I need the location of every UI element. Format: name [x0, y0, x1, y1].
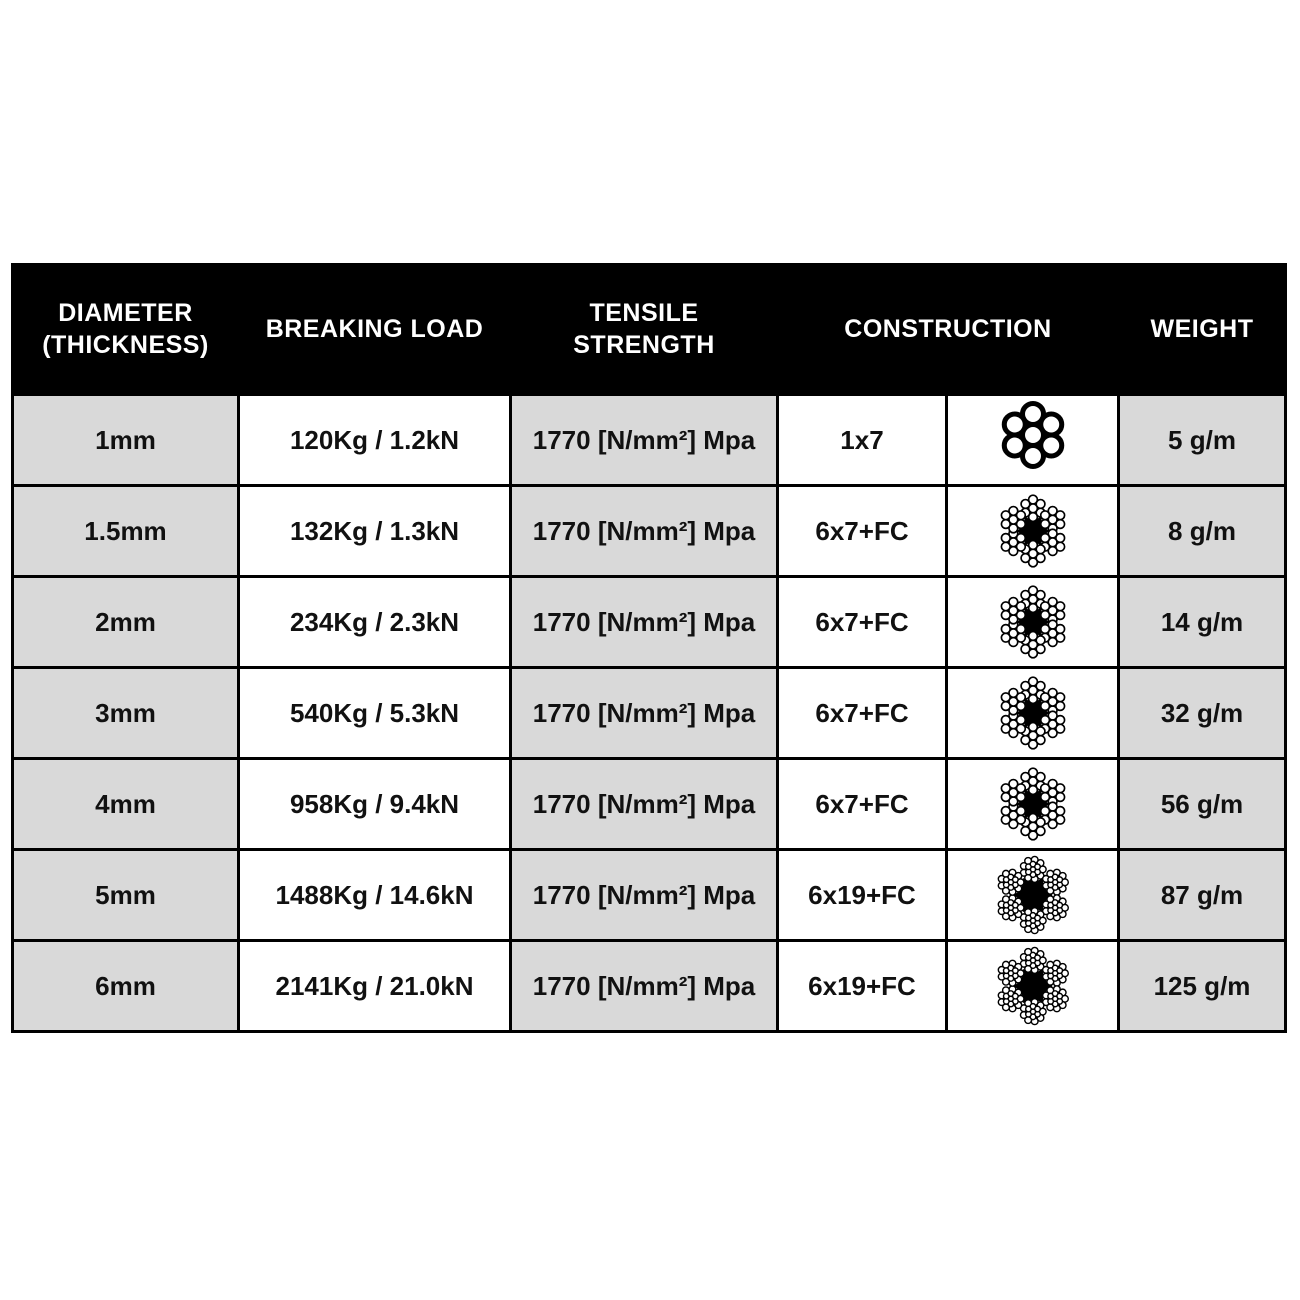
diameter-cell: 6mm — [14, 942, 237, 1030]
wire-rope-cross-section-icon — [991, 398, 1075, 482]
tensile-strength-cell: 1770 [N/mm²] Mpa — [512, 942, 776, 1030]
construction-cell: 6x7+FC — [779, 760, 945, 848]
wire-rope-cross-section-icon — [991, 580, 1075, 664]
construction-icon-cell — [948, 942, 1117, 1030]
breaking-load-cell: 234Kg / 2.3kN — [240, 578, 509, 666]
construction-icon-cell — [948, 487, 1117, 575]
weight-cell: 125 g/m — [1120, 942, 1284, 1030]
construction-icon-cell — [948, 760, 1117, 848]
header-tensile-strength: TENSILE STRENGTH — [512, 266, 776, 393]
diameter-cell: 2mm — [14, 578, 237, 666]
breaking-load-cell: 540Kg / 5.3kN — [240, 669, 509, 757]
construction-cell: 1x7 — [779, 396, 945, 484]
weight-cell: 8 g/m — [1120, 487, 1284, 575]
header-breaking-load: BREAKING LOAD — [240, 266, 509, 393]
header-diameter: DIAMETER (THICKNESS) — [14, 266, 237, 393]
construction-cell: 6x7+FC — [779, 578, 945, 666]
weight-cell: 56 g/m — [1120, 760, 1284, 848]
diameter-cell: 1mm — [14, 396, 237, 484]
tensile-strength-cell: 1770 [N/mm²] Mpa — [512, 578, 776, 666]
tensile-strength-cell: 1770 [N/mm²] Mpa — [512, 851, 776, 939]
construction-icon-cell — [948, 396, 1117, 484]
construction-cell: 6x7+FC — [779, 487, 945, 575]
wire-rope-specification-table: DIAMETER (THICKNESS) BREAKING LOAD TENSI… — [11, 263, 1287, 1033]
construction-cell: 6x19+FC — [779, 851, 945, 939]
header-construction: CONSTRUCTION — [779, 266, 1117, 393]
wire-rope-cross-section-icon — [991, 489, 1075, 573]
wire-rope-cross-section-icon — [991, 944, 1075, 1028]
breaking-load-cell: 958Kg / 9.4kN — [240, 760, 509, 848]
breaking-load-cell: 120Kg / 1.2kN — [240, 396, 509, 484]
wire-rope-cross-section-icon — [991, 853, 1075, 937]
tensile-strength-cell: 1770 [N/mm²] Mpa — [512, 396, 776, 484]
weight-cell: 87 g/m — [1120, 851, 1284, 939]
breaking-load-cell: 1488Kg / 14.6kN — [240, 851, 509, 939]
wire-rope-cross-section-icon — [991, 671, 1075, 755]
weight-cell: 14 g/m — [1120, 578, 1284, 666]
weight-cell: 5 g/m — [1120, 396, 1284, 484]
weight-cell: 32 g/m — [1120, 669, 1284, 757]
diameter-cell: 4mm — [14, 760, 237, 848]
header-weight: WEIGHT — [1120, 266, 1284, 393]
construction-cell: 6x7+FC — [779, 669, 945, 757]
wire-rope-cross-section-icon — [991, 762, 1075, 846]
diameter-cell: 1.5mm — [14, 487, 237, 575]
construction-cell: 6x19+FC — [779, 942, 945, 1030]
construction-icon-cell — [948, 851, 1117, 939]
construction-icon-cell — [948, 669, 1117, 757]
tensile-strength-cell: 1770 [N/mm²] Mpa — [512, 760, 776, 848]
tensile-strength-cell: 1770 [N/mm²] Mpa — [512, 487, 776, 575]
diameter-cell: 3mm — [14, 669, 237, 757]
construction-icon-cell — [948, 578, 1117, 666]
breaking-load-cell: 132Kg / 1.3kN — [240, 487, 509, 575]
diameter-cell: 5mm — [14, 851, 237, 939]
tensile-strength-cell: 1770 [N/mm²] Mpa — [512, 669, 776, 757]
breaking-load-cell: 2141Kg / 21.0kN — [240, 942, 509, 1030]
